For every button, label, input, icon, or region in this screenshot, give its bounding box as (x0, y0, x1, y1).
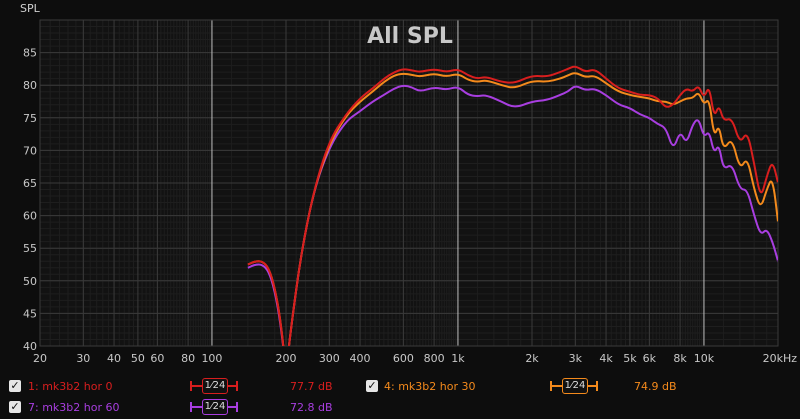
series-line-0 (247, 65, 778, 346)
chart-title: All SPL (367, 24, 453, 49)
x-tick-label: 100 (201, 352, 222, 365)
x-tick-label: 60 (150, 352, 164, 365)
legend-value-hor-60: 72.8 dB (290, 401, 333, 414)
x-tick-label: 5k (623, 352, 637, 365)
smoothing-label: 1⁄24 (202, 399, 228, 415)
smoothing-label: 1⁄24 (562, 378, 588, 394)
legend-checkbox-hor-0[interactable]: ✓ (9, 379, 21, 392)
smoothing-control-hor-30[interactable]: 1⁄24 (550, 378, 598, 394)
y-tick-label: 50 (23, 275, 37, 288)
legend-line-tick (236, 402, 238, 412)
legend-label-hor-60: 7: mk3b2 hor 60 (28, 401, 120, 414)
legend-item-hor-30: ✓ 4: mk3b2 hor 30 1⁄24 74.9 dB (360, 376, 800, 396)
legend-value-hor-0: 77.7 dB (290, 380, 333, 393)
legend-label-hor-0: 1: mk3b2 hor 0 (28, 380, 113, 393)
y-tick-label: 85 (23, 47, 37, 60)
x-tick-label: 20 (33, 352, 47, 365)
chart-series-group (247, 65, 778, 346)
legend-item-hor-60: ✓ 7: mk3b2 hor 60 1⁄24 72.8 dB (0, 397, 400, 417)
y-tick-label: 65 (23, 177, 37, 190)
x-tick-label: 8k (673, 352, 687, 365)
y-tick-label: 60 (23, 210, 37, 223)
x-tick-label: 10k (694, 352, 715, 365)
x-tick-label: 400 (350, 352, 371, 365)
legend-value-hor-30: 74.9 dB (634, 380, 677, 393)
x-tick-label: 2k (525, 352, 539, 365)
x-tick-label: 50 (131, 352, 145, 365)
y-tick-label: 45 (23, 307, 37, 320)
smoothing-control-hor-60[interactable]: 1⁄24 (190, 399, 238, 415)
x-tick-label: 800 (424, 352, 445, 365)
legend-line-tick (190, 381, 192, 391)
x-tick-label: 1k (451, 352, 465, 365)
x-tick-label: 40 (107, 352, 121, 365)
x-tick-label: 80 (181, 352, 195, 365)
smoothing-label: 1⁄24 (202, 378, 228, 394)
x-tick-label: 3k (569, 352, 583, 365)
x-tick-label: 4k (599, 352, 613, 365)
y-tick-label: 70 (23, 144, 37, 157)
x-tick-label: 300 (319, 352, 340, 365)
spl-chart: 40 45 50 55 60 65 70 75 80 85 20 30 40 50 60 80 100 200 30… (20, 2, 798, 365)
legend-line-tick (550, 381, 552, 391)
y-tick-label: 80 (23, 79, 37, 92)
y-tick-label: 40 (23, 340, 37, 353)
legend: ✓ 1: mk3b2 hor 0 1⁄24 77.7 dB ✓ 4: mk3b2… (0, 372, 800, 419)
y-tick-label: 75 (23, 112, 37, 125)
x-tick-label: 600 (393, 352, 414, 365)
smoothing-control-hor-0[interactable]: 1⁄24 (190, 378, 238, 394)
legend-line-tick (190, 402, 192, 412)
legend-line-tick (596, 381, 598, 391)
legend-line-tick (236, 381, 238, 391)
x-tick-label: 20kHz (763, 352, 798, 365)
legend-item-hor-0: ✓ 1: mk3b2 hor 0 1⁄24 77.7 dB (0, 376, 400, 396)
x-tick-label: 30 (76, 352, 90, 365)
y-tick-label: 55 (23, 242, 37, 255)
y-axis-label: SPL (20, 2, 41, 15)
x-tick-label: 200 (276, 352, 297, 365)
legend-checkbox-hor-60[interactable]: ✓ (9, 400, 21, 413)
legend-label-hor-30: 4: mk3b2 hor 30 (384, 380, 476, 393)
x-tick-label: 6k (643, 352, 657, 365)
legend-checkbox-hor-30[interactable]: ✓ (366, 379, 378, 392)
